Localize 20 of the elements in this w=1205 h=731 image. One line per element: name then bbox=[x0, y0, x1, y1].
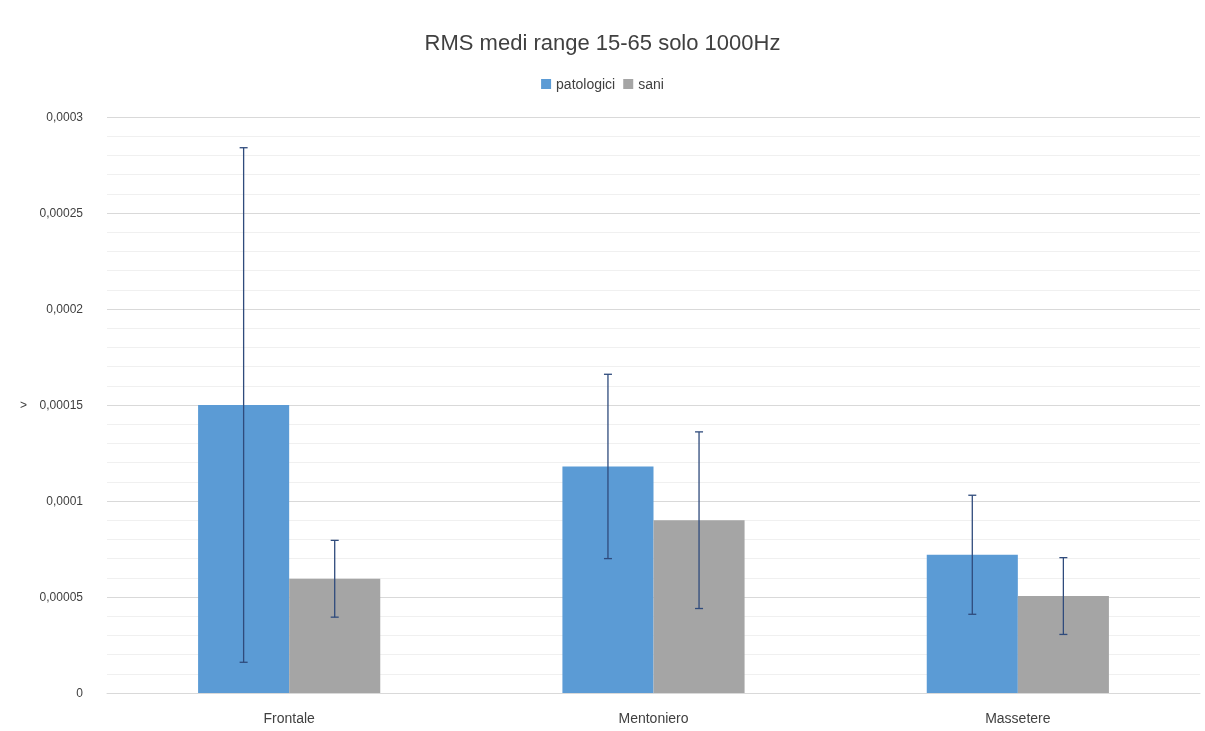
legend-label: patologici bbox=[556, 76, 616, 92]
x-tick-label: Mentoniero bbox=[618, 710, 689, 726]
x-tick-label: Massetere bbox=[985, 710, 1051, 726]
bar bbox=[653, 520, 745, 693]
y-tick-label: 0,0003 bbox=[46, 110, 84, 124]
y-tick-label: 0,0001 bbox=[46, 494, 84, 508]
chart-title: RMS medi range 15-65 solo 1000Hz bbox=[424, 29, 781, 55]
legend-label: sani bbox=[638, 76, 664, 92]
bar bbox=[562, 466, 654, 693]
bar bbox=[1017, 596, 1109, 693]
y-tick-label: 0,00025 bbox=[39, 206, 84, 220]
bar bbox=[289, 578, 381, 693]
bar bbox=[926, 554, 1018, 693]
y-axis-title: > bbox=[19, 398, 27, 412]
y-tick-label: 0,00015 bbox=[39, 398, 84, 412]
y-tick-label: 0,00005 bbox=[39, 590, 84, 604]
y-tick-label: 0,0002 bbox=[46, 302, 84, 316]
x-tick-label: Frontale bbox=[263, 710, 316, 726]
y-tick-label: 0 bbox=[76, 686, 84, 700]
bar bbox=[198, 405, 290, 693]
